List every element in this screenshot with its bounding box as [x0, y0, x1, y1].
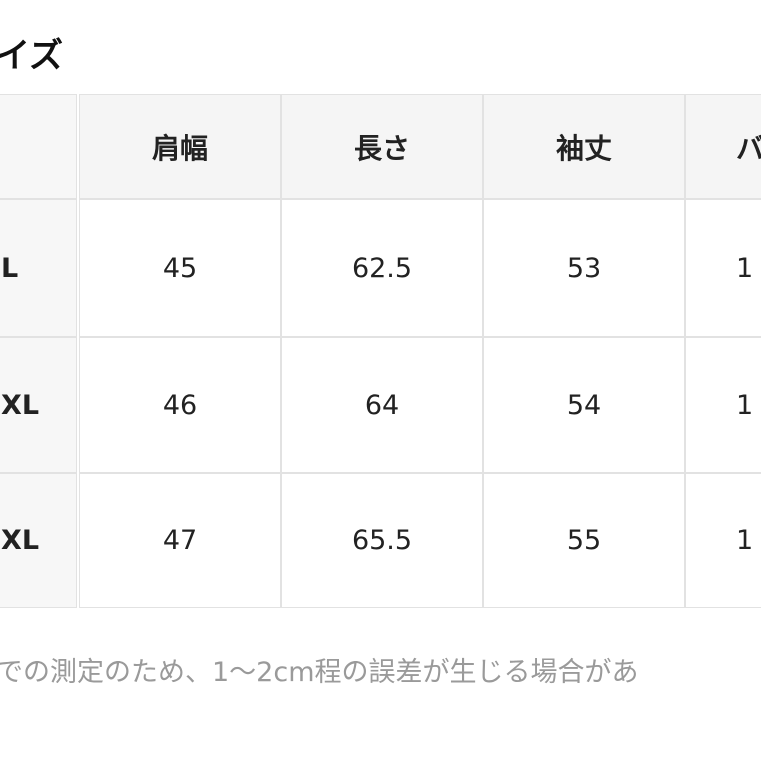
title: イズ	[0, 36, 63, 76]
row-label: XL	[0, 473, 77, 608]
cell-text: XL	[1, 389, 40, 421]
data-cell: 54	[483, 337, 685, 473]
cell-text: 1	[736, 389, 754, 421]
data-cell: 1	[685, 473, 761, 608]
data-cell: 46	[79, 337, 281, 473]
cell-text: 1	[736, 252, 754, 284]
cell-text: バ	[736, 131, 761, 165]
cell-text: 65.5	[351, 525, 413, 556]
data-cell: 45	[79, 199, 281, 337]
cell-text: 46	[162, 389, 198, 421]
header-cell: バ	[685, 94, 761, 199]
data-cell: 65.5	[281, 473, 483, 608]
cell-text: L	[1, 252, 19, 284]
data-cell: 47	[79, 473, 281, 608]
cell-text: 64	[364, 389, 400, 421]
note: での測定のため、1〜2cm程の誤差が生じる場合があ	[0, 657, 639, 688]
data-cell: 64	[281, 337, 483, 473]
cell-text: 54	[566, 389, 602, 421]
row-label: XL	[0, 337, 77, 473]
data-cell: 55	[483, 473, 685, 608]
cell-text: 長さ	[353, 131, 410, 165]
data-cell: 1	[685, 337, 761, 473]
data-cell: 62.5	[281, 199, 483, 337]
corner-cell	[0, 94, 77, 199]
cell-text: 53	[566, 252, 602, 284]
cell-text: 62.5	[351, 252, 413, 284]
cell-text: 45	[162, 252, 198, 284]
data-cell: 1	[685, 199, 761, 337]
cell-text: 47	[162, 525, 198, 556]
cell-text: 1	[736, 525, 754, 556]
header-cell: 袖丈	[483, 94, 685, 199]
cell-text: XL	[1, 525, 40, 556]
row-label: L	[0, 199, 77, 337]
header-cell: 長さ	[281, 94, 483, 199]
data-cell: 53	[483, 199, 685, 337]
cell-text: 袖丈	[555, 131, 612, 165]
cell-text: 55	[566, 525, 602, 556]
cell-text: 肩幅	[151, 131, 208, 165]
header-cell: 肩幅	[79, 94, 281, 199]
